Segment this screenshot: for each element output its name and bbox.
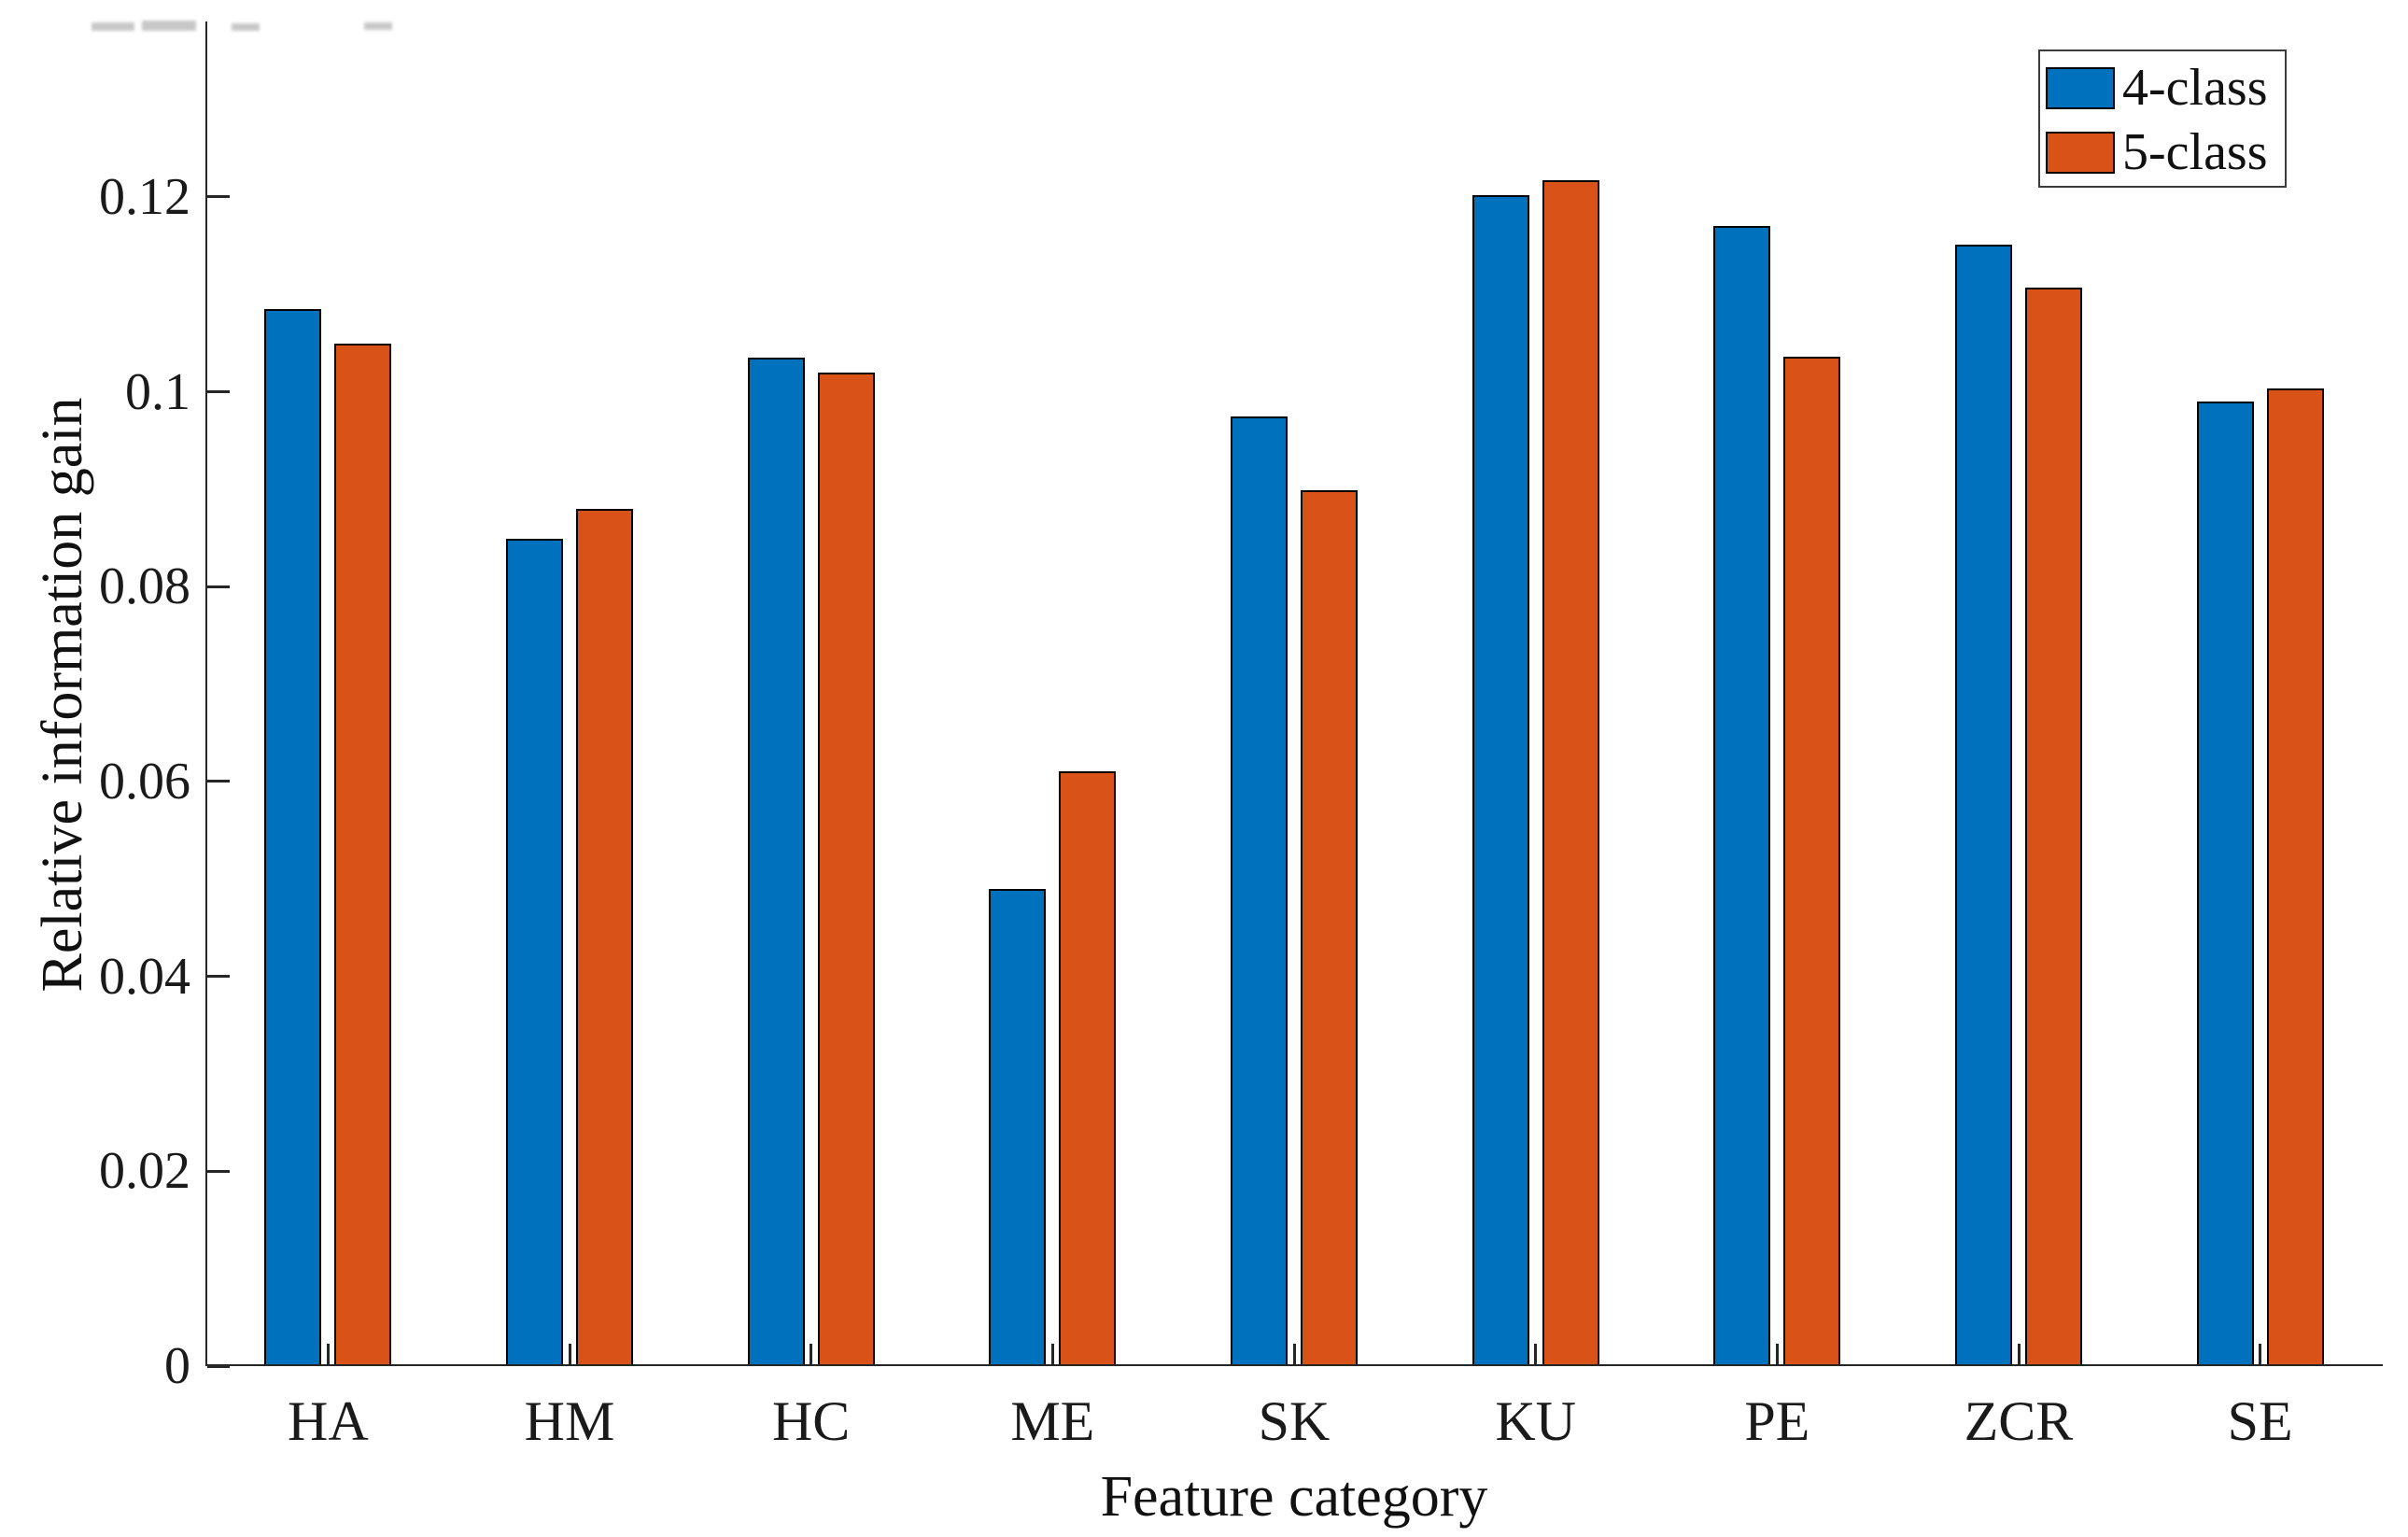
y-tick-label: 0.02 [99, 1142, 190, 1201]
y-tick-label: 0.1 [125, 362, 190, 421]
cropped-text-artifact [92, 22, 134, 31]
bar-5-class-HA [334, 344, 392, 1366]
x-category-label-PE: PE [1744, 1390, 1810, 1452]
x-category-label-HC: HC [771, 1390, 851, 1452]
y-tick-mark [207, 975, 230, 979]
bar-5-class-ME [1059, 771, 1117, 1366]
bar-4-class-ME [989, 888, 1047, 1366]
x-category-label-KU: KU [1495, 1390, 1576, 1452]
legend-swatch-4-class [2046, 67, 2115, 109]
x-category-label-HA: HA [287, 1390, 369, 1452]
bar-5-class-HC [817, 372, 875, 1366]
y-tick-label: 0 [164, 1337, 190, 1395]
x-tick-mark [2017, 1344, 2021, 1366]
x-tick-mark [1292, 1344, 1296, 1366]
x-tick-mark [1534, 1344, 1538, 1366]
bar-4-class-ZCR [1955, 244, 2012, 1366]
x-tick-mark [568, 1344, 571, 1366]
cropped-text-artifact [364, 22, 392, 30]
bar-4-class-SE [2196, 401, 2254, 1366]
bar-5-class-SE [2266, 388, 2324, 1366]
bar-4-class-HC [747, 358, 805, 1366]
x-axis-line [205, 1364, 2383, 1366]
x-tick-mark [810, 1344, 813, 1366]
bar-5-class-ZCR [2025, 287, 2082, 1366]
legend-label-4-class: 4-class [2122, 59, 2268, 117]
x-category-label-ZCR: ZCR [1964, 1390, 2074, 1452]
y-tick-label: 0.04 [99, 947, 190, 1006]
legend-swatch-5-class [2046, 132, 2115, 174]
bar-5-class-HM [576, 508, 633, 1366]
x-category-label-SK: SK [1258, 1390, 1331, 1452]
y-tick-label: 0.06 [99, 752, 190, 811]
x-tick-mark [1775, 1344, 1779, 1366]
y-tick-mark [207, 1169, 230, 1173]
bar-4-class-SK [1231, 416, 1288, 1366]
y-tick-label: 0.12 [99, 167, 190, 226]
y-tick-label: 0.08 [99, 557, 190, 616]
x-axis-title: Feature category [1100, 1465, 1488, 1529]
cropped-text-artifact [142, 21, 196, 31]
y-tick-mark [207, 780, 230, 783]
bar-5-class-PE [1783, 356, 1841, 1366]
bar-4-class-KU [1472, 194, 1529, 1366]
legend-label-5-class: 5-class [2122, 123, 2268, 181]
x-tick-mark [2259, 1344, 2262, 1366]
y-tick-mark [207, 585, 230, 588]
y-tick-mark [207, 1364, 230, 1368]
bar-5-class-SK [1301, 489, 1358, 1366]
bar-4-class-HA [264, 308, 322, 1366]
x-category-label-ME: ME [1010, 1390, 1095, 1452]
x-category-label-SE: SE [2227, 1390, 2293, 1452]
y-axis-line [205, 21, 207, 1366]
x-category-label-HM: HM [524, 1390, 615, 1452]
bar-5-class-KU [1542, 180, 1599, 1366]
x-tick-mark [326, 1344, 330, 1366]
legend: 4-class 5-class [2038, 49, 2287, 188]
bar-4-class-PE [1713, 226, 1771, 1366]
bar-4-class-HM [506, 539, 563, 1366]
x-tick-mark [1050, 1344, 1054, 1366]
y-tick-mark [207, 390, 230, 394]
cropped-text-artifact [232, 23, 260, 31]
y-tick-mark [207, 195, 230, 199]
